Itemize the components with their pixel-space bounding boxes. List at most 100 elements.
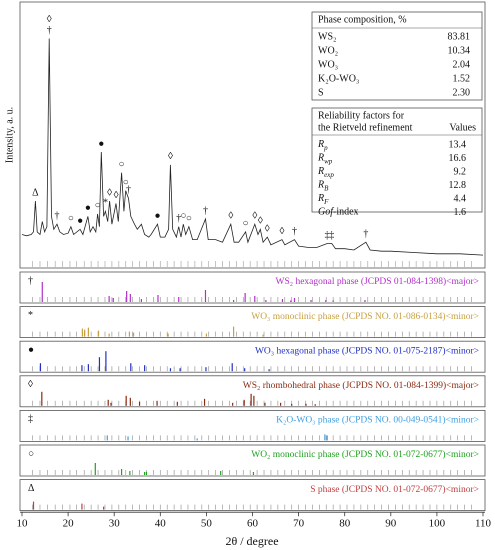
plot-frame bbox=[19, 1, 486, 269]
table-cell: RF bbox=[317, 193, 329, 205]
peak-annotation: ● bbox=[77, 216, 83, 227]
peak-annotation: ◊ bbox=[280, 226, 285, 237]
peak-annotation: † bbox=[55, 210, 60, 221]
peak-annotation: † bbox=[126, 185, 131, 196]
suffix: -index bbox=[333, 207, 359, 218]
strip-symbol: ‡ bbox=[28, 414, 33, 425]
peak-annotation: * bbox=[103, 198, 108, 209]
table-cell: Rwp bbox=[317, 153, 333, 165]
table-cell: S bbox=[318, 87, 324, 98]
strip-frame bbox=[19, 340, 486, 373]
x-tick-label: 40 bbox=[155, 518, 167, 530]
symbol: R bbox=[317, 139, 324, 150]
table-cell: 2.04 bbox=[453, 59, 471, 70]
peak-annotation: ● bbox=[98, 138, 104, 149]
peak-annotation: Δ bbox=[32, 187, 39, 198]
peak-annotation: ○ bbox=[123, 177, 129, 188]
peak-annotation: ◊ bbox=[228, 210, 233, 221]
peak-annotation: ○ bbox=[68, 213, 74, 224]
strip-symbol: ● bbox=[28, 344, 34, 355]
table-cell: 1.6 bbox=[454, 207, 467, 218]
table-header: Phase composition, % bbox=[318, 14, 407, 25]
strip-symbol: ○ bbox=[28, 448, 34, 459]
peak-annotation: ○ bbox=[180, 210, 186, 221]
strip-symbol: † bbox=[28, 275, 33, 286]
strip-label: S phase (JCPDS NO. 01-072-0677)<minor> bbox=[310, 484, 479, 495]
x-tick-label: 50 bbox=[201, 518, 213, 530]
strip-frame bbox=[19, 444, 486, 477]
x-tick-label: 100 bbox=[429, 518, 446, 530]
table-cell: 4.4 bbox=[454, 193, 467, 204]
table-cell: 16.6 bbox=[449, 153, 467, 164]
x-tick-label: 90 bbox=[385, 518, 397, 530]
peak-annotation: ● bbox=[85, 203, 91, 214]
x-tick-label: 70 bbox=[293, 518, 305, 530]
peak-annotation: ◊ bbox=[252, 210, 257, 221]
x-tick-label: 80 bbox=[339, 518, 351, 530]
peak-annotation: ◊ bbox=[168, 151, 173, 162]
peak-annotation: † bbox=[47, 25, 52, 36]
y-axis-label: Intensity, a. u. bbox=[4, 107, 15, 163]
table-cell: 1.52 bbox=[453, 73, 471, 84]
strip-label: WS₂ rhombohedral phase (JCPDS NO. 01-084… bbox=[243, 380, 479, 391]
peak-annotation: ◊ bbox=[114, 190, 119, 201]
strip-symbol: ◊ bbox=[28, 379, 33, 390]
table-cell: RB bbox=[317, 180, 329, 192]
peak-annotation: ○ bbox=[243, 218, 249, 229]
peak-annotation: † bbox=[203, 205, 208, 216]
strip-label: WS₂ hexagonal phase (JCPDS 01-084-1398)<… bbox=[276, 276, 479, 287]
peak-annotation: † bbox=[363, 229, 368, 240]
symbol: R bbox=[317, 166, 324, 177]
x-tick-label: 20 bbox=[63, 518, 75, 530]
table-cell: WO₂ bbox=[318, 45, 338, 56]
table-cell: Gof-index bbox=[318, 207, 359, 218]
table-cell: 10.34 bbox=[448, 45, 471, 56]
x-tick-label: 30 bbox=[109, 518, 121, 530]
table-cell: 9.2 bbox=[454, 166, 467, 177]
peak-annotation: ‡ bbox=[325, 230, 330, 241]
strip-frame bbox=[19, 306, 486, 339]
symbol: R bbox=[317, 153, 324, 164]
peak-annotation: ◊ bbox=[47, 14, 52, 25]
table-cell: WO₃ bbox=[318, 59, 338, 70]
pattern-line bbox=[21, 38, 484, 256]
table-cell: 12.8 bbox=[449, 180, 467, 191]
symbol: R bbox=[317, 180, 324, 191]
table-header: Reliability factors for bbox=[318, 110, 405, 121]
table-cell: 13.4 bbox=[449, 139, 467, 150]
peak-annotation: ◊ bbox=[107, 187, 112, 198]
peak-annotation: ‡ bbox=[329, 230, 334, 241]
symbol: R bbox=[317, 193, 324, 204]
x-tick-label: 10 bbox=[17, 518, 29, 530]
strip-frame bbox=[19, 375, 486, 408]
table-cell: 2.30 bbox=[453, 87, 471, 98]
table-cell: Rexp bbox=[317, 166, 334, 178]
strip-label: K₂O-WO₃ phase (JCPDS NO. 00-049-0541)<mi… bbox=[276, 415, 479, 426]
table-cell: Rp bbox=[317, 139, 328, 151]
strip-frame bbox=[19, 479, 486, 512]
table-cell: WS₂ bbox=[318, 31, 337, 42]
composition-table-frame bbox=[311, 11, 483, 101]
peak-annotation: ◊ bbox=[258, 216, 263, 227]
x-tick-label: 110 bbox=[475, 518, 492, 530]
peak-annotation: ○ bbox=[186, 213, 192, 224]
subscript: p bbox=[323, 144, 328, 152]
subscript: exp bbox=[324, 171, 334, 179]
peak-annotation: † bbox=[292, 226, 297, 237]
peak-annotation: ○ bbox=[95, 200, 101, 211]
table-cell: K₂O-WO₃ bbox=[318, 73, 359, 84]
subscript: F bbox=[323, 198, 329, 206]
strip-symbol: * bbox=[28, 310, 33, 321]
strip-label: WO₃ hexagonal phase (JCPDS NO. 01-075-21… bbox=[255, 345, 479, 356]
peak-annotation: ○ bbox=[119, 159, 125, 170]
x-axis-label: 2θ / degree bbox=[225, 534, 278, 548]
symbol: Gof bbox=[318, 207, 334, 218]
peak-annotation: ◊ bbox=[265, 223, 270, 234]
x-tick-label: 60 bbox=[247, 518, 259, 530]
table-cell: 83.81 bbox=[448, 31, 471, 42]
strip-label: WO₃ monoclinic phase (JCPDS NO. 01-086-0… bbox=[251, 311, 479, 322]
peak-annotation: ● bbox=[155, 210, 161, 221]
subscript: wp bbox=[324, 157, 333, 165]
peak-annotation: † bbox=[176, 213, 181, 224]
